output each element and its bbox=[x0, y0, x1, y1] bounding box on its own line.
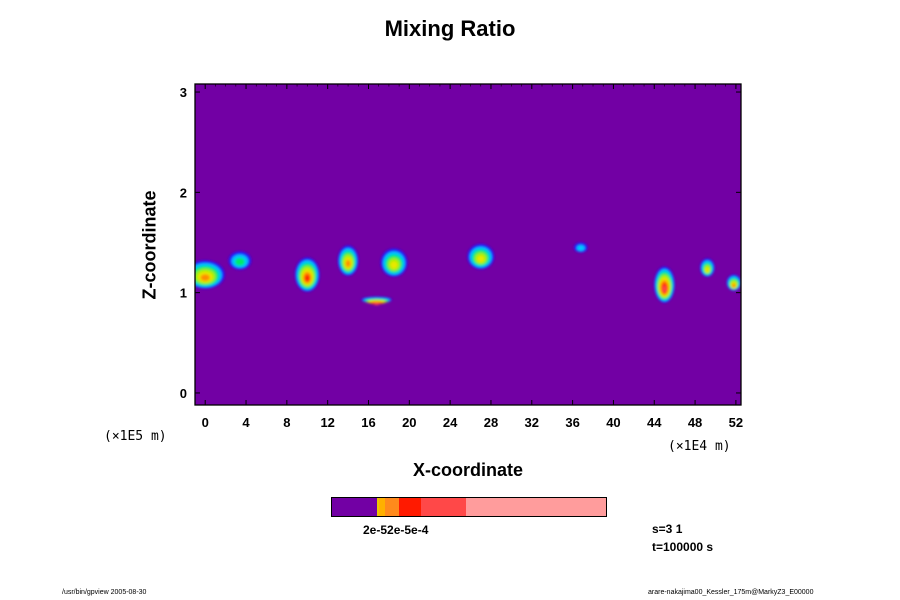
field-blob bbox=[361, 296, 392, 306]
x-tick-label: 8 bbox=[283, 415, 290, 430]
field-blob bbox=[295, 257, 320, 292]
x-scale-note: (×1E4 m) bbox=[668, 439, 731, 454]
chart-title: Mixing Ratio bbox=[384, 16, 516, 41]
y-tick-label: 3 bbox=[180, 85, 187, 100]
y-scale-note: (×1E5 m) bbox=[104, 429, 167, 444]
footer-source: arare-nakajima00_Kessler_175m@MarkyZ3_E0… bbox=[648, 589, 814, 596]
x-tick-label: 20 bbox=[402, 415, 416, 430]
y-axis-label: Z-coordinate bbox=[139, 190, 160, 300]
contour-level-6 bbox=[200, 274, 210, 281]
plot-frame bbox=[194, 83, 742, 406]
info-block: s=3 1 t=100000 s bbox=[652, 520, 713, 556]
colorbar bbox=[331, 497, 607, 517]
contour-level-8 bbox=[662, 285, 667, 293]
x-tick-label: 24 bbox=[443, 415, 458, 430]
time-info: t=100000 s bbox=[652, 540, 714, 554]
contour-level-2 bbox=[576, 245, 585, 252]
x-tick-label: 4 bbox=[242, 415, 250, 430]
colorbar-segment bbox=[399, 498, 421, 516]
field-blob bbox=[195, 260, 225, 289]
colorbar-segment bbox=[421, 498, 467, 516]
contour-level-7 bbox=[304, 274, 310, 282]
slice-info: s=3 1 bbox=[652, 522, 683, 536]
colorbar-segment bbox=[379, 498, 385, 516]
contour-level-6 bbox=[345, 259, 351, 268]
mixing-ratio-field bbox=[195, 242, 741, 306]
plot-background bbox=[195, 84, 741, 405]
contour-level-3 bbox=[234, 257, 245, 266]
x-tick-label: 40 bbox=[606, 415, 620, 430]
contour-level-6 bbox=[732, 283, 736, 288]
field-blob bbox=[654, 266, 675, 303]
colorbar-segment bbox=[377, 498, 380, 516]
x-tick-label: 44 bbox=[647, 415, 662, 430]
colorbar-segment bbox=[332, 498, 378, 516]
x-tick-label: 28 bbox=[484, 415, 498, 430]
field-blob bbox=[380, 248, 408, 277]
contour-level-5 bbox=[390, 260, 398, 269]
footer-command: /usr/bin/gpview 2005-08-30 bbox=[62, 589, 147, 596]
x-tick-label: 48 bbox=[688, 415, 702, 430]
y-tick-label: 1 bbox=[180, 286, 187, 301]
field-blob bbox=[228, 251, 252, 270]
field-blob bbox=[574, 242, 588, 253]
x-tick-label: 52 bbox=[729, 415, 743, 430]
x-tick-label: 16 bbox=[361, 415, 375, 430]
x-tick-label: 32 bbox=[525, 415, 539, 430]
field-blob bbox=[700, 258, 715, 277]
contour-level-8 bbox=[373, 302, 380, 306]
field-blob bbox=[467, 243, 495, 270]
y-tick-label: 2 bbox=[180, 185, 187, 200]
contour-level-5 bbox=[476, 255, 485, 263]
colorbar-label: 2e-52e-5e-4 bbox=[363, 523, 429, 537]
x-tick-label: 12 bbox=[320, 415, 334, 430]
contour-level-5 bbox=[705, 267, 710, 273]
colorbar-segment bbox=[384, 498, 400, 516]
field-blob bbox=[726, 274, 741, 291]
x-axis-label: X-coordinate bbox=[412, 460, 523, 480]
x-tick-label: 0 bbox=[202, 415, 209, 430]
field-blob bbox=[337, 245, 359, 276]
x-tick-label: 36 bbox=[565, 415, 579, 430]
y-tick-label: 0 bbox=[180, 386, 187, 401]
colorbar-segment bbox=[466, 498, 606, 516]
